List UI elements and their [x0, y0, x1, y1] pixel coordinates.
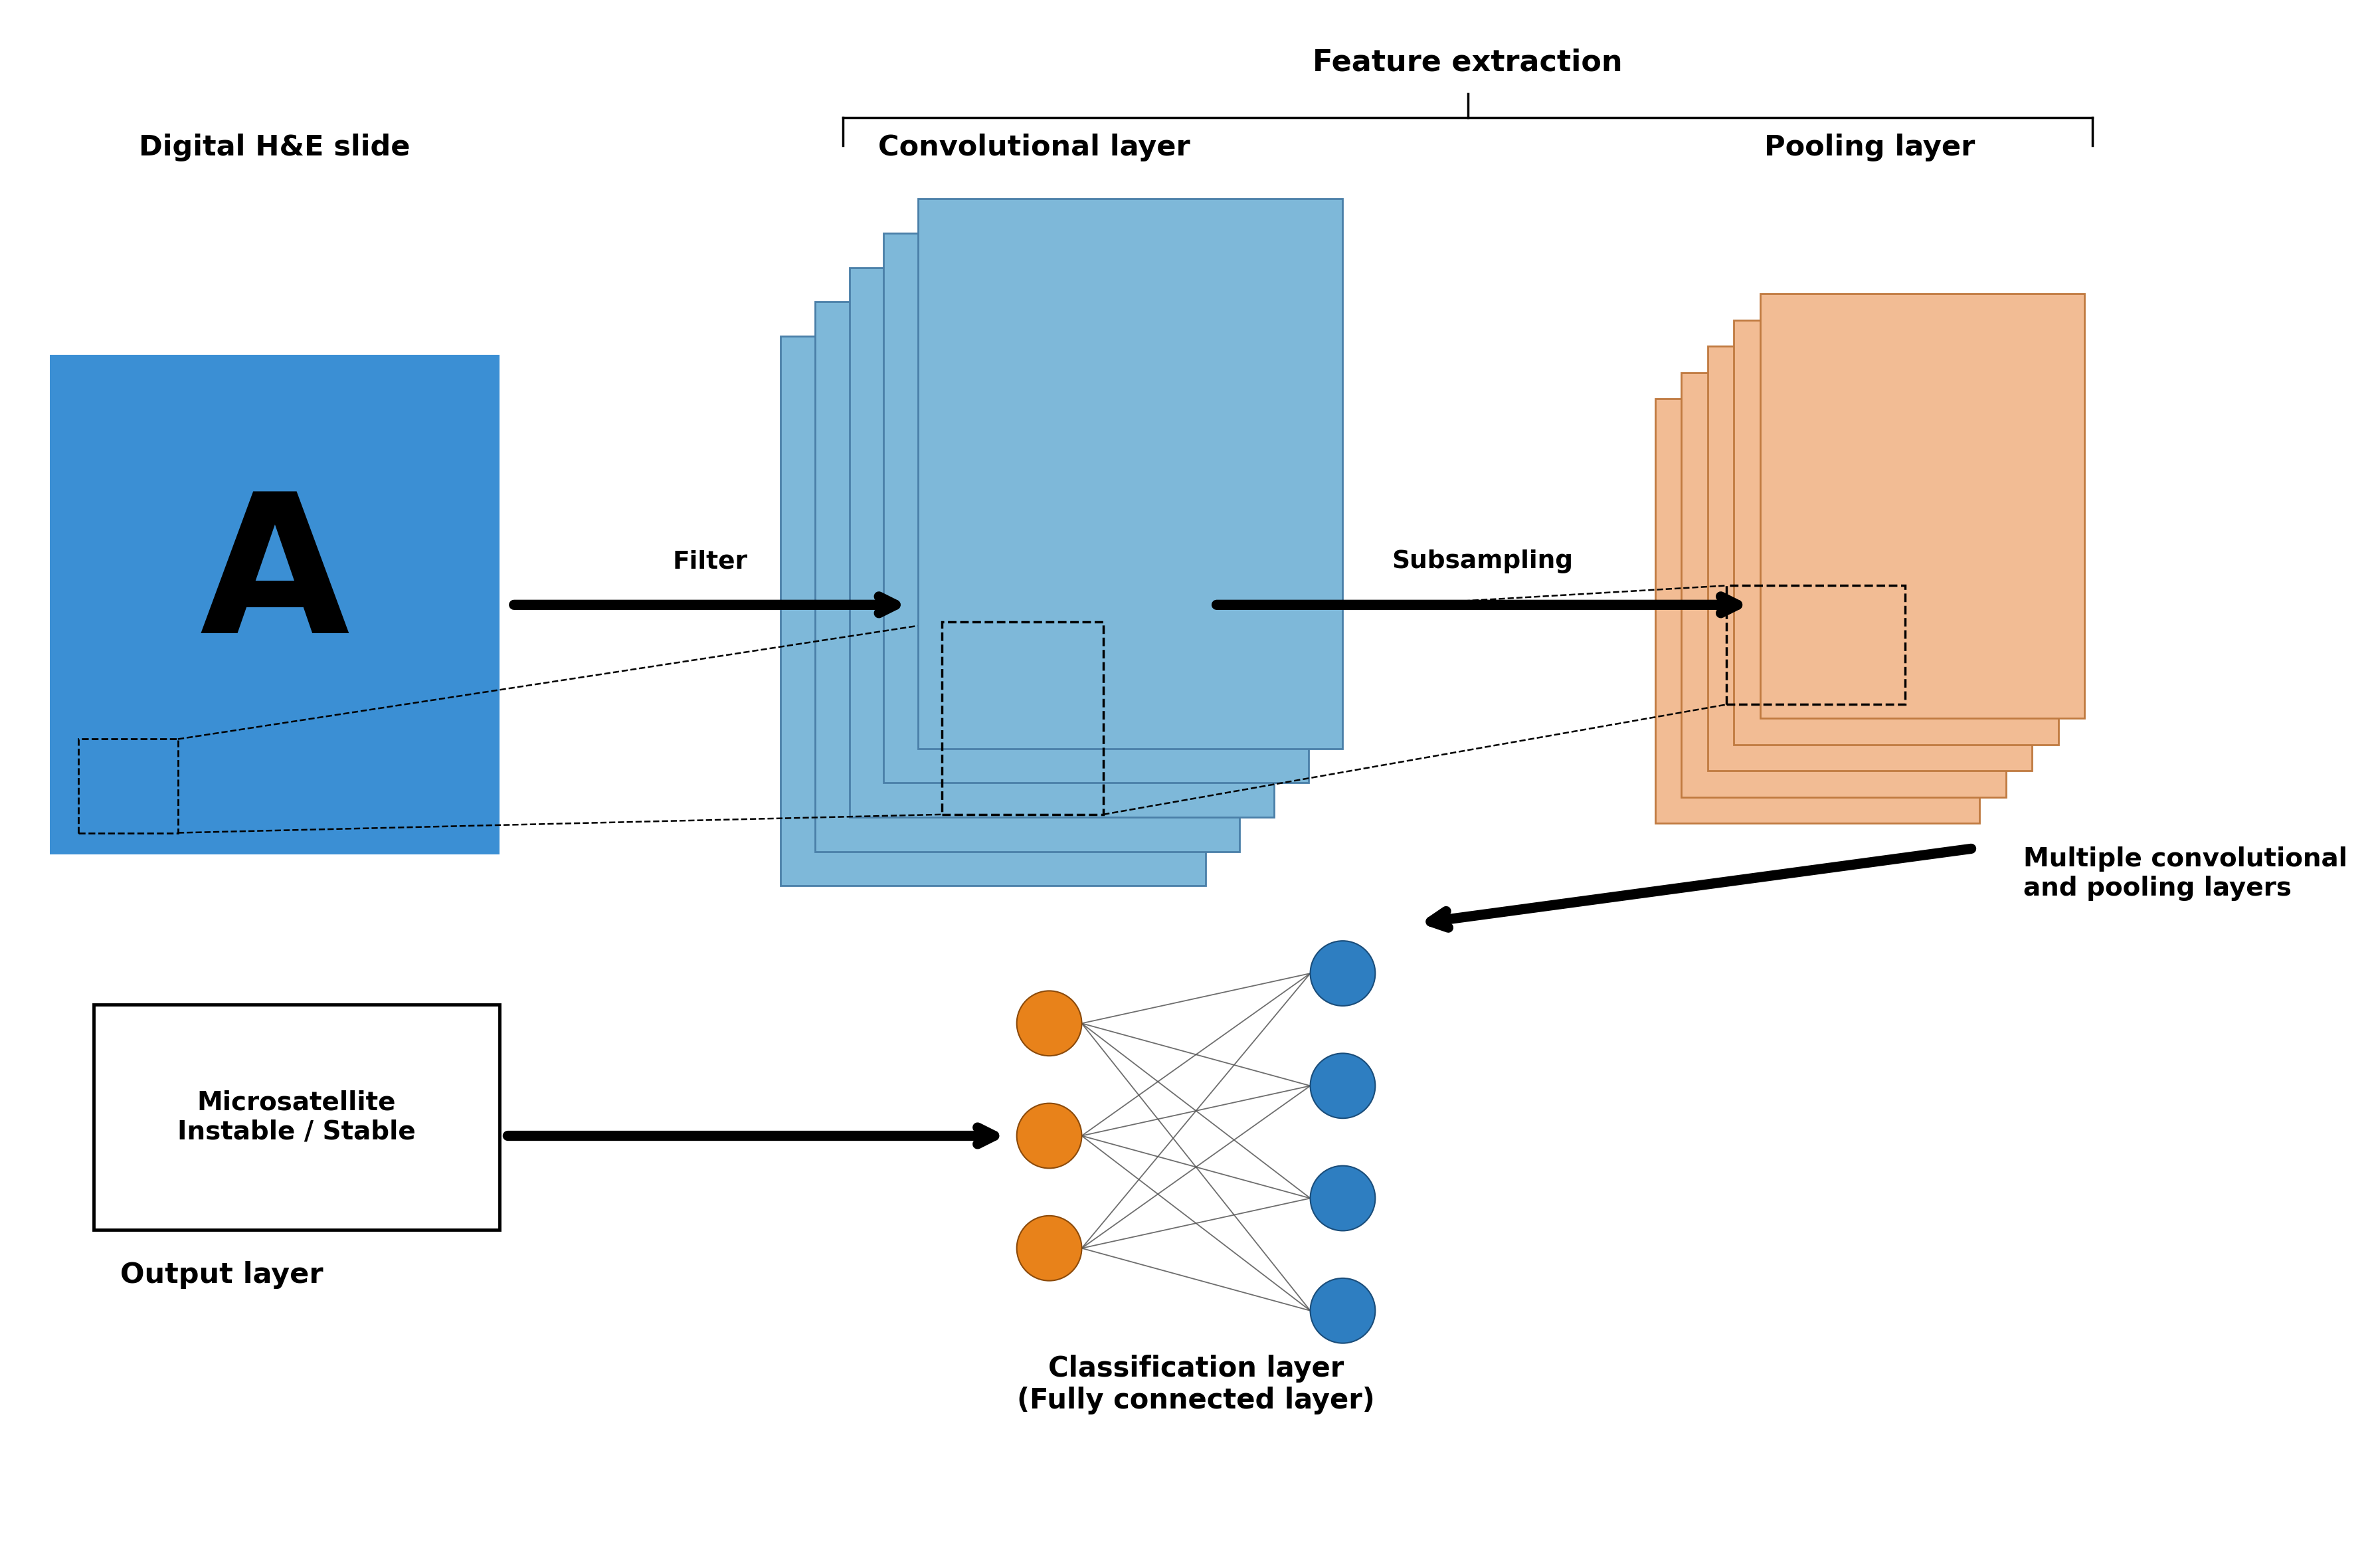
- Bar: [79, 740, 178, 833]
- Circle shape: [1311, 1279, 1376, 1343]
- Bar: [1733, 320, 2059, 744]
- Bar: [850, 267, 1273, 817]
- Text: Convolutional layer: Convolutional layer: [878, 134, 1190, 162]
- Bar: [1706, 347, 2033, 771]
- Text: Classification layer
(Fully connected layer): Classification layer (Fully connected la…: [1016, 1355, 1376, 1414]
- Bar: [883, 233, 1309, 783]
- Text: Feature extraction: Feature extraction: [1314, 48, 1623, 78]
- Circle shape: [1016, 991, 1081, 1055]
- Bar: [1654, 399, 1980, 824]
- Bar: [1759, 294, 2085, 718]
- Text: Digital H&E slide: Digital H&E slide: [138, 134, 409, 162]
- Circle shape: [1311, 1166, 1376, 1231]
- Circle shape: [1311, 940, 1376, 1005]
- Bar: [781, 336, 1204, 886]
- Circle shape: [1016, 1103, 1081, 1169]
- Circle shape: [1016, 1215, 1081, 1280]
- Bar: [814, 301, 1240, 852]
- Text: Microsatellite
Instable / Stable: Microsatellite Instable / Stable: [178, 1089, 416, 1144]
- Bar: [1725, 586, 1904, 704]
- Bar: [93, 1004, 500, 1229]
- Bar: [942, 622, 1104, 814]
- Circle shape: [1311, 1054, 1376, 1119]
- Bar: [50, 354, 500, 855]
- Bar: [919, 199, 1342, 749]
- Text: Subsampling: Subsampling: [1392, 550, 1573, 573]
- Text: Multiple convolutional
and pooling layers: Multiple convolutional and pooling layer…: [2023, 847, 2347, 901]
- Bar: [1680, 373, 2006, 797]
- Text: Filter: Filter: [674, 550, 747, 573]
- Text: A: A: [200, 486, 350, 674]
- Text: Output layer: Output layer: [121, 1260, 324, 1288]
- Text: Pooling layer: Pooling layer: [1764, 134, 1975, 162]
